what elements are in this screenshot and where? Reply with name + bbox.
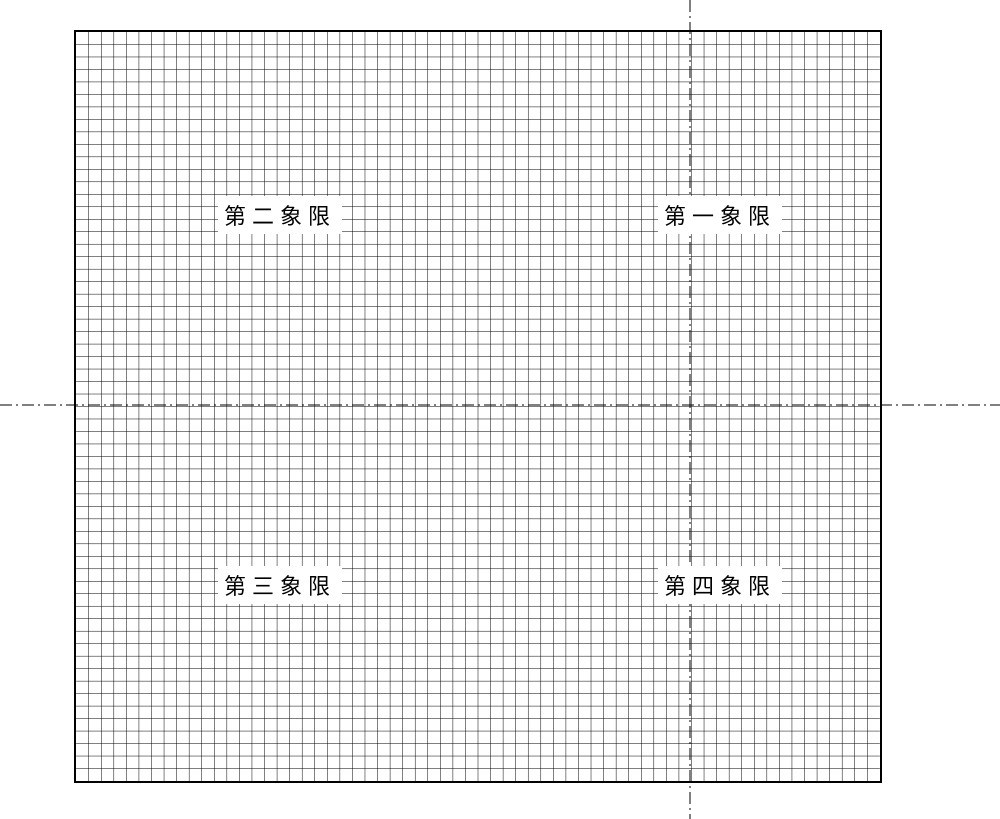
label-q1: 第一象限 xyxy=(658,196,782,234)
label-q4: 第四象限 xyxy=(658,566,782,604)
label-q2: 第二象限 xyxy=(218,196,342,234)
axes-svg xyxy=(0,0,1000,819)
diagram-canvas: 第二象限 第一象限 第三象限 第四象限 xyxy=(0,0,1000,819)
label-q3: 第三象限 xyxy=(218,566,342,604)
